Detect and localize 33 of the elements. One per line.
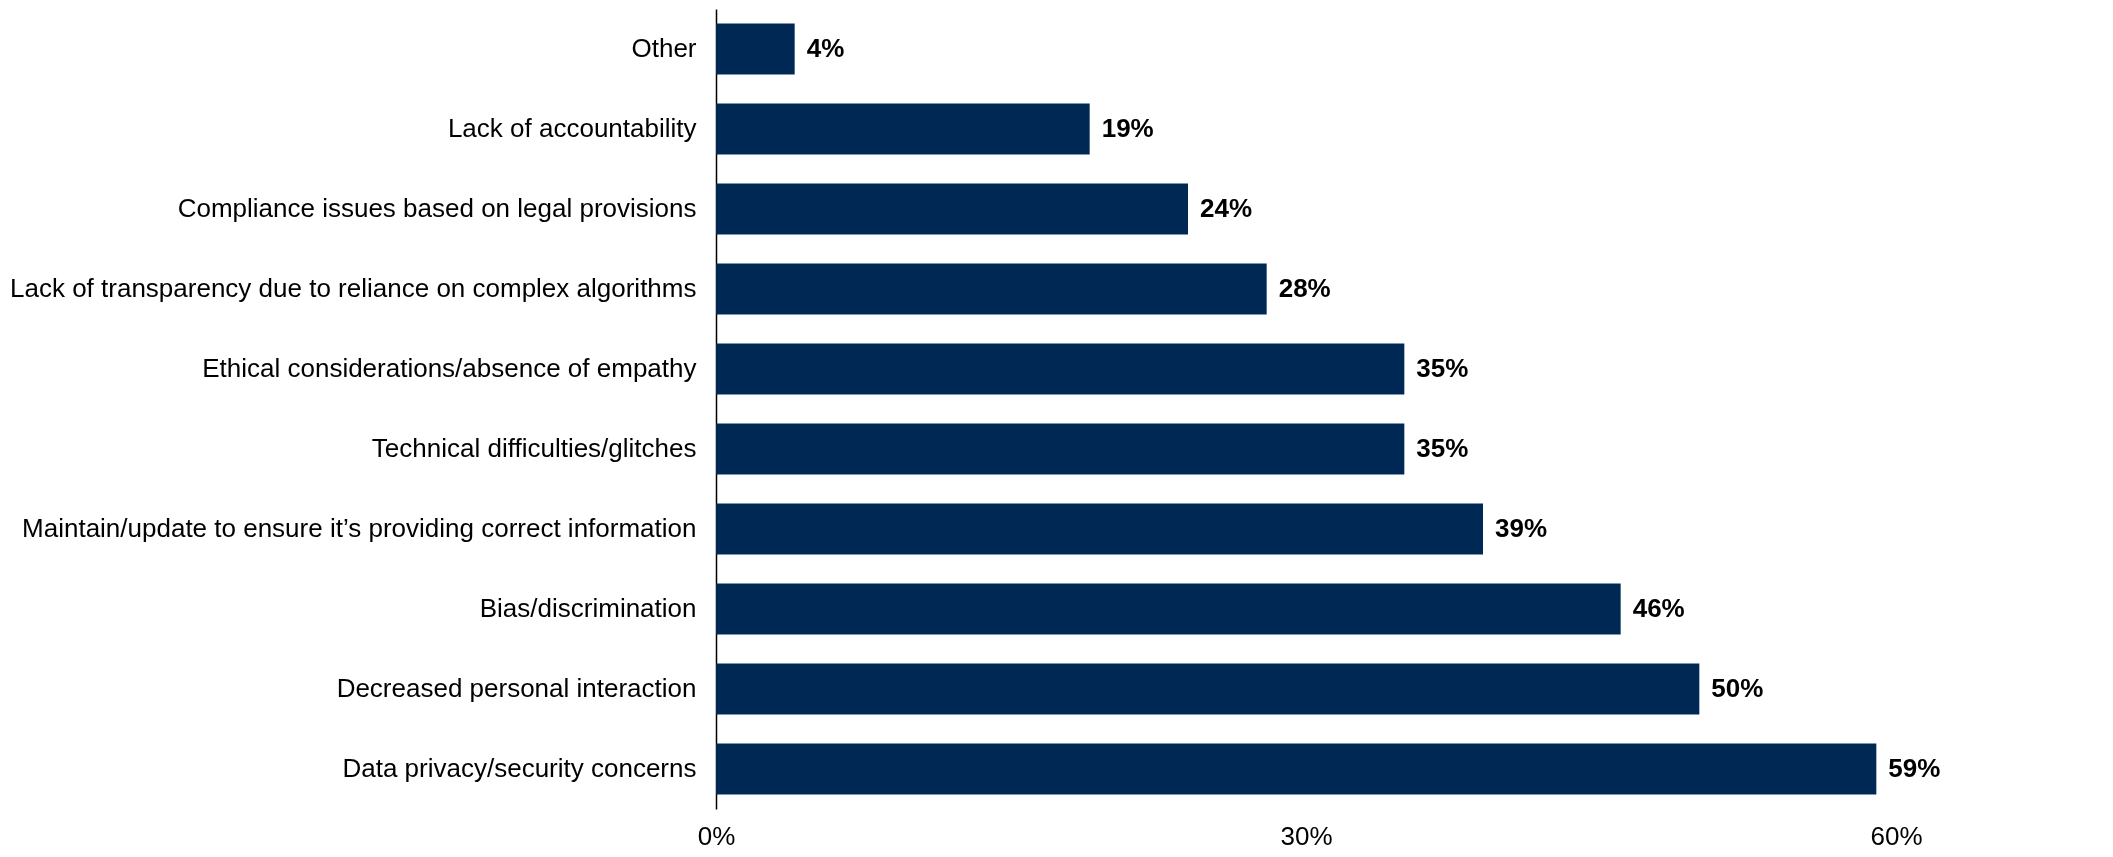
data-label: 28% [1278, 273, 1331, 303]
data-label: 50% [1711, 673, 1764, 703]
data-label: 39% [1495, 513, 1548, 543]
data-label: 35% [1416, 353, 1469, 383]
bar [716, 583, 1621, 635]
data-label: 35% [1416, 433, 1469, 463]
bar [716, 23, 795, 75]
bar [716, 423, 1405, 475]
bar [716, 183, 1188, 235]
y-tick-label: Lack of accountability [447, 113, 697, 143]
y-tick-label: Ethical considerations/absence of empathy [202, 353, 697, 383]
bar [716, 663, 1700, 715]
y-tick-label: Lack of transparency due to reliance on complex algorithms [10, 273, 697, 303]
y-tick-label: Technical difficulties/glitches [371, 433, 697, 463]
data-label: 59% [1888, 753, 1941, 783]
bar [716, 743, 1877, 795]
y-tick-label: Bias/discrimination [479, 593, 697, 623]
bar [716, 103, 1090, 155]
data-label: 4% [806, 33, 845, 63]
y-tick-label: Other [631, 33, 697, 63]
data-label: 19% [1101, 113, 1154, 143]
x-tick-label: 0% [697, 820, 736, 851]
x-tick-label: 60% [1870, 820, 1923, 851]
y-tick-label: Decreased personal interaction [336, 673, 697, 703]
data-label: 46% [1632, 593, 1685, 623]
y-tick-label: Compliance issues based on legal provisions [177, 193, 697, 223]
y-tick-label: Maintain/update to ensure it’s providing correct information [22, 513, 697, 543]
data-label: 24% [1200, 193, 1253, 223]
bar [716, 503, 1483, 555]
y-tick-label: Data privacy/security concerns [342, 753, 697, 783]
x-tick-label: 30% [1280, 820, 1333, 851]
bar [716, 263, 1267, 315]
bar [716, 343, 1405, 395]
